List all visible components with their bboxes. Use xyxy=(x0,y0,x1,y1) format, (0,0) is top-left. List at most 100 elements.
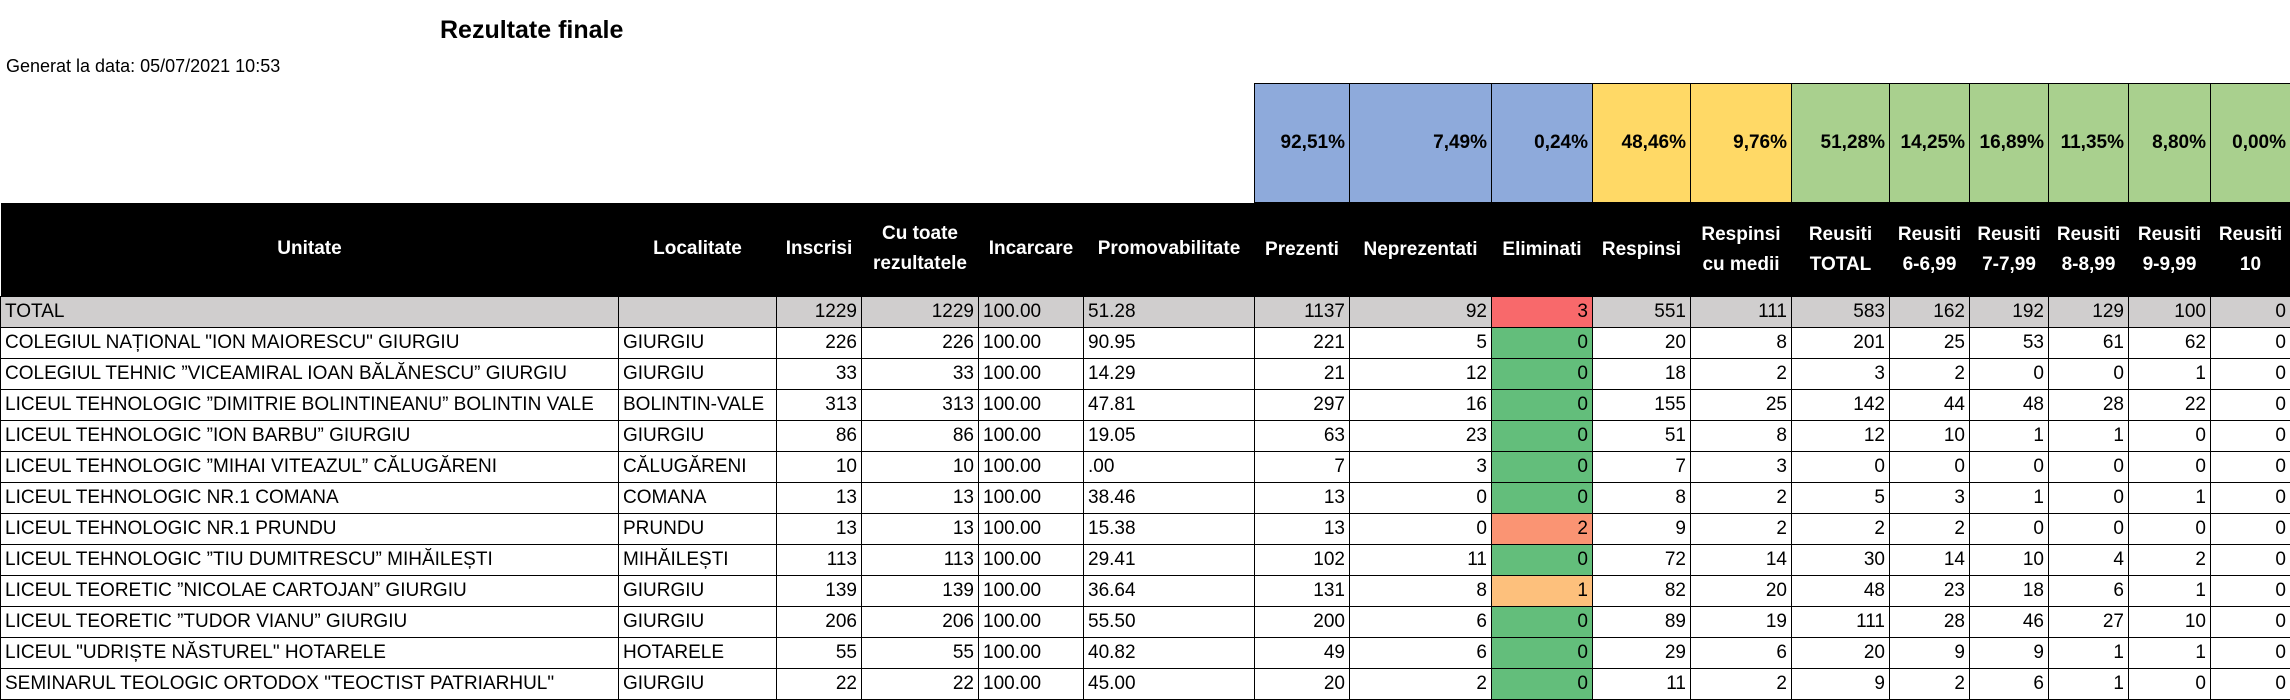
cell: 40.82 xyxy=(1083,637,1255,669)
cell: 10 xyxy=(2128,606,2211,638)
cell: 8 xyxy=(1592,482,1691,514)
cell: 49 xyxy=(1254,637,1350,669)
cell: CĂLUGĂRENI xyxy=(618,451,777,483)
cell: 0 xyxy=(1491,420,1593,452)
cell: 92 xyxy=(1349,296,1492,328)
cell: 16 xyxy=(1349,389,1492,421)
cell: 13 xyxy=(1254,482,1350,514)
cell: 1 xyxy=(2048,637,2129,669)
summary-cell: 48,46% xyxy=(1592,83,1691,203)
cell: 0 xyxy=(1349,513,1492,545)
cell: 29.41 xyxy=(1083,544,1255,576)
cell: 0 xyxy=(1491,389,1593,421)
cell: 129 xyxy=(2048,296,2129,328)
cell: 297 xyxy=(1254,389,1350,421)
cell: 0 xyxy=(2048,482,2129,514)
cell: 12 xyxy=(1349,358,1492,390)
cell: 0 xyxy=(2210,637,2290,669)
cell: 100.00 xyxy=(978,637,1084,669)
empty-cell xyxy=(1084,84,1255,203)
cell: 0 xyxy=(2128,451,2211,483)
cell: 0 xyxy=(2128,420,2211,452)
cell: 0 xyxy=(1491,451,1593,483)
cell: 8 xyxy=(1690,420,1792,452)
column-header: Eliminati xyxy=(1502,238,1582,260)
cell: 9 xyxy=(1791,668,1890,700)
cell: 113 xyxy=(776,544,862,576)
cell: 13 xyxy=(776,482,862,514)
cell: 1 xyxy=(2128,575,2211,607)
cell: 23 xyxy=(1889,575,1970,607)
cell: 221 xyxy=(1254,327,1350,359)
cell: GIURGIU xyxy=(618,327,777,359)
cell: 3 xyxy=(1791,358,1890,390)
cell: 102 xyxy=(1254,544,1350,576)
cell: 9 xyxy=(1889,637,1970,669)
data-row: LICEUL TEHNOLOGIC NR.1 COMANA COMANA 13 13 1… xyxy=(0,482,2290,514)
title: Rezultate finale xyxy=(440,16,624,44)
cell: 192 xyxy=(1969,296,2049,328)
cell: 0 xyxy=(2210,389,2290,421)
cell: 100.00 xyxy=(978,296,1084,328)
cell: 44 xyxy=(1889,389,1970,421)
summary-cell: 92,51% xyxy=(1254,83,1350,203)
summary-cell: 16,89% xyxy=(1969,83,2049,203)
cell: 28 xyxy=(1889,606,1970,638)
cell: 6 xyxy=(1349,637,1492,669)
cell: 100.00 xyxy=(978,513,1084,545)
cell: 2 xyxy=(1690,668,1792,700)
cell: 2 xyxy=(1690,358,1792,390)
cell: 0 xyxy=(2048,513,2129,545)
cell: 0 xyxy=(1969,358,2049,390)
cell: 55 xyxy=(776,637,862,669)
cell: 20 xyxy=(1592,327,1691,359)
cell: 111 xyxy=(1690,296,1792,328)
cell: 11 xyxy=(1592,668,1691,700)
cell: SEMINARUL TEOLOGIC ORTODOX "TEOCTIST PAT… xyxy=(0,668,619,700)
cell: 3 xyxy=(1889,482,1970,514)
cell: 14.29 xyxy=(1083,358,1255,390)
summary-cell: 0,00% xyxy=(2210,83,2290,203)
cell: 1229 xyxy=(861,296,979,328)
summary-cell: 14,25% xyxy=(1889,83,1970,203)
summary-cell: 51,28% xyxy=(1791,83,1890,203)
cell: 6 xyxy=(1969,668,2049,700)
cell: 142 xyxy=(1791,389,1890,421)
cell: 0 xyxy=(1491,327,1593,359)
cell: 1137 xyxy=(1254,296,1350,328)
cell: 8 xyxy=(1690,327,1792,359)
cell: 0 xyxy=(2210,296,2290,328)
cell: .00 xyxy=(1083,451,1255,483)
cell: 19 xyxy=(1690,606,1792,638)
cell: 22 xyxy=(776,668,862,700)
cell: 0 xyxy=(1491,606,1593,638)
cell: LICEUL TEHNOLOGIC NR.1 COMANA xyxy=(0,482,619,514)
cell: 113 xyxy=(861,544,979,576)
cell: 30 xyxy=(1791,544,1890,576)
cell: 0 xyxy=(1349,482,1492,514)
cell: 100.00 xyxy=(978,544,1084,576)
cell: 22 xyxy=(861,668,979,700)
results-table: 92,51% 7,49% 0,24% 48,46% 9,76% 51,28% 14,25% 1… xyxy=(0,83,2290,700)
data-row: LICEUL TEORETIC ”TUDOR VIANU” GIURGIU GIU… xyxy=(0,606,2290,638)
cell: 53 xyxy=(1969,327,2049,359)
cell: 13 xyxy=(776,513,862,545)
data-row: LICEUL TEHNOLOGIC ”TIU DUMITRESCU” MIHĂI… xyxy=(0,544,2290,576)
cell: 0 xyxy=(1491,358,1593,390)
cell: 23 xyxy=(1349,420,1492,452)
cell: GIURGIU xyxy=(618,668,777,700)
cell: 10 xyxy=(1969,544,2049,576)
cell: 3 xyxy=(1491,296,1593,328)
cell: 51 xyxy=(1592,420,1691,452)
cell: 72 xyxy=(1592,544,1691,576)
cell: 1 xyxy=(1491,575,1593,607)
cell: 7 xyxy=(1254,451,1350,483)
empty-cell xyxy=(1,84,619,203)
column-header: Cu toate rezultatele xyxy=(873,223,967,275)
data-row: COLEGIUL NAȚIONAL "ION MAIORESCU" GIURGI… xyxy=(0,327,2290,359)
cell: 25 xyxy=(1889,327,1970,359)
cell: 0 xyxy=(2210,513,2290,545)
cell: 0 xyxy=(2210,575,2290,607)
cell: 61 xyxy=(2048,327,2129,359)
